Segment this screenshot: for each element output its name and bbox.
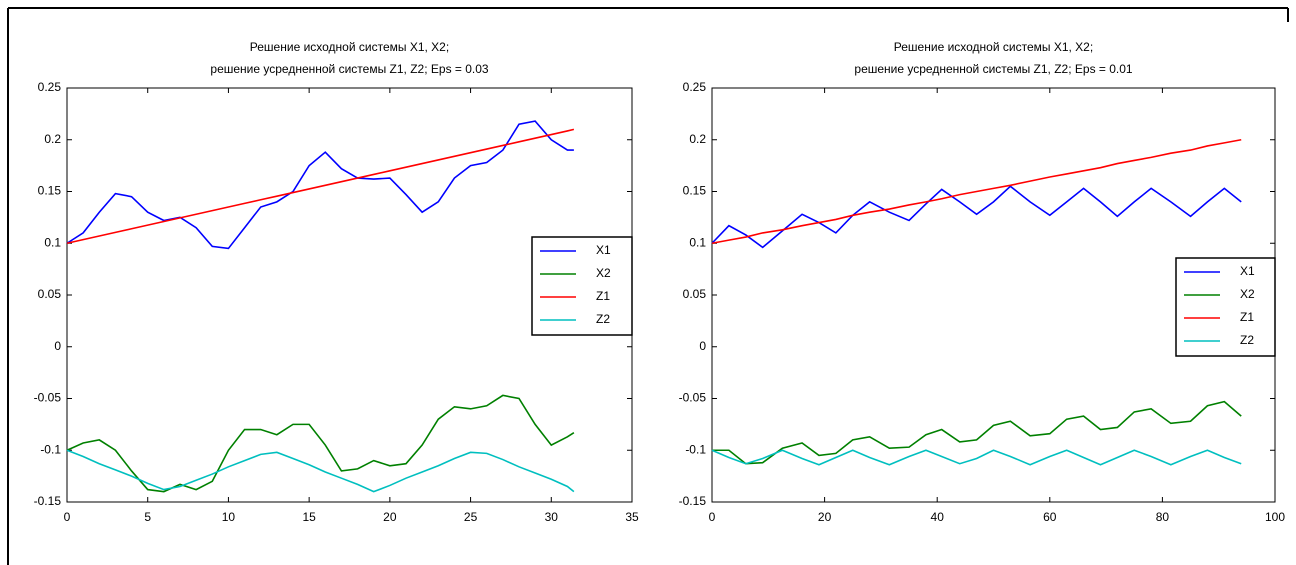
x-tick-label: 60 (1043, 510, 1057, 524)
x-tick-label: 35 (625, 510, 639, 524)
series-line (712, 400, 1242, 465)
x-tick-label: 15 (302, 510, 316, 524)
y-tick-label: 0 (699, 339, 706, 353)
x-tick-label: 0 (709, 510, 716, 524)
series-line (711, 449, 1242, 466)
y-tick-label: -0.05 (679, 391, 707, 405)
y-tick-label: -0.15 (679, 494, 707, 508)
chart-title: Решение исходной системы X1, X2; (250, 40, 449, 54)
y-tick-label: 0.25 (38, 80, 62, 94)
x-tick-label: 30 (545, 510, 559, 524)
x-tick-label: 40 (931, 510, 945, 524)
legend-label: X1 (596, 243, 611, 257)
series-line (66, 394, 575, 493)
x-tick-label: 0 (64, 510, 71, 524)
chart-title: Решение исходной системы X1, X2; (894, 40, 1093, 54)
y-tick-label: 0.2 (44, 132, 61, 146)
series-line (66, 120, 574, 250)
x-tick-label: 80 (1156, 510, 1170, 524)
y-tick-label: 0.15 (683, 184, 707, 198)
x-tick-label: 100 (1265, 510, 1285, 524)
y-tick-label: 0 (54, 339, 61, 353)
x-tick-label: 25 (464, 510, 478, 524)
y-tick-label: 0.05 (683, 287, 707, 301)
chart-title: решение усредненной системы Z1, Z2; Eps … (210, 62, 489, 76)
y-tick-label: 0.2 (689, 132, 706, 146)
series-line (711, 185, 1242, 249)
chart-title: решение усредненной системы Z1, Z2; Eps … (854, 62, 1133, 76)
y-tick-label: 0.05 (38, 287, 62, 301)
legend-label: X2 (596, 266, 611, 280)
y-tick-label: -0.15 (34, 494, 62, 508)
legend-label: Z1 (596, 289, 610, 303)
series-line (66, 128, 575, 245)
legend-label: X2 (1240, 287, 1255, 301)
y-tick-label: -0.1 (685, 442, 706, 456)
legend-box (1175, 257, 1276, 357)
series-line (711, 138, 1242, 245)
y-tick-label: -0.1 (40, 442, 61, 456)
y-tick-label: 0.15 (38, 184, 62, 198)
y-tick-label: 0.1 (44, 235, 61, 249)
x-tick-label: 20 (383, 510, 397, 524)
x-tick-label: 5 (144, 510, 151, 524)
legend-label: X1 (1240, 264, 1255, 278)
y-tick-label: -0.05 (34, 391, 62, 405)
series-line (66, 449, 575, 493)
y-tick-label: 0.1 (689, 235, 706, 249)
y-tick-label: 0.25 (683, 80, 707, 94)
legend-label: Z2 (596, 312, 610, 326)
legend-label: Z1 (1240, 310, 1254, 324)
legend-label: Z2 (1240, 333, 1254, 347)
x-tick-label: 20 (818, 510, 832, 524)
legend-box (531, 236, 633, 336)
x-tick-label: 10 (222, 510, 236, 524)
